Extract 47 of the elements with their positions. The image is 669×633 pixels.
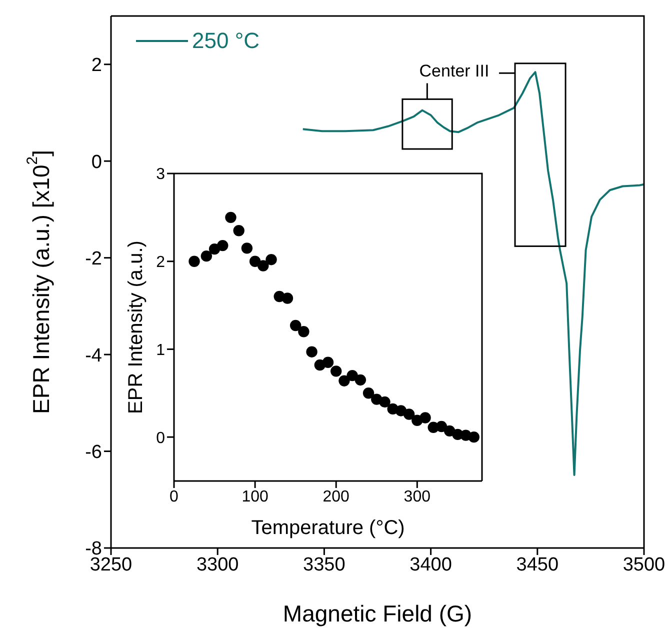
x-tick-label: 300 <box>404 488 431 506</box>
x-tick-label: 200 <box>322 488 350 506</box>
x-tick-label: 3500 <box>622 554 666 576</box>
point <box>330 366 342 377</box>
y-axis-title: EPR Intensity (a.u.) <box>125 240 147 414</box>
legend-label: 250 °C <box>192 28 260 54</box>
x-tick-label: 3300 <box>196 554 239 576</box>
x-tick-label: 3400 <box>410 554 452 576</box>
point <box>258 260 269 272</box>
x-axis-title: Magnetic Field (G) <box>282 600 472 626</box>
point <box>282 292 294 304</box>
point <box>290 320 302 332</box>
point <box>346 370 358 382</box>
point <box>306 346 318 358</box>
y-tick-label: 0 <box>156 430 166 447</box>
y-tick-label: 1 <box>156 342 166 359</box>
point <box>233 225 244 236</box>
point <box>225 212 236 224</box>
annotation: Center III <box>419 62 490 81</box>
y-tick-label: 0 <box>91 152 102 173</box>
point <box>188 256 200 267</box>
point <box>241 242 253 254</box>
point <box>217 240 228 252</box>
point <box>436 420 448 432</box>
point <box>403 408 415 420</box>
x-tick-label: 0 <box>170 488 179 506</box>
point <box>420 412 431 424</box>
y-tick-label: 2 <box>156 254 166 272</box>
y-tick-label: -6 <box>85 442 102 464</box>
point <box>322 356 334 368</box>
y-tick-label: -2 <box>85 248 102 270</box>
point <box>266 254 277 266</box>
y-tick-label: 3 <box>156 166 166 184</box>
y-tick-label: 2 <box>91 55 102 76</box>
point <box>362 388 374 399</box>
point <box>298 326 310 338</box>
point <box>249 256 261 267</box>
y-tick-label: -4 <box>85 345 102 366</box>
point <box>354 374 366 386</box>
x-tick-label: 3350 <box>303 554 346 576</box>
point <box>338 375 350 386</box>
x-tick-label: 3450 <box>516 554 559 576</box>
x-axis-title: Temperature (°C) <box>251 517 405 540</box>
x-tick-label: 100 <box>242 488 268 506</box>
point <box>379 396 390 408</box>
point <box>468 431 480 443</box>
point <box>200 250 212 262</box>
